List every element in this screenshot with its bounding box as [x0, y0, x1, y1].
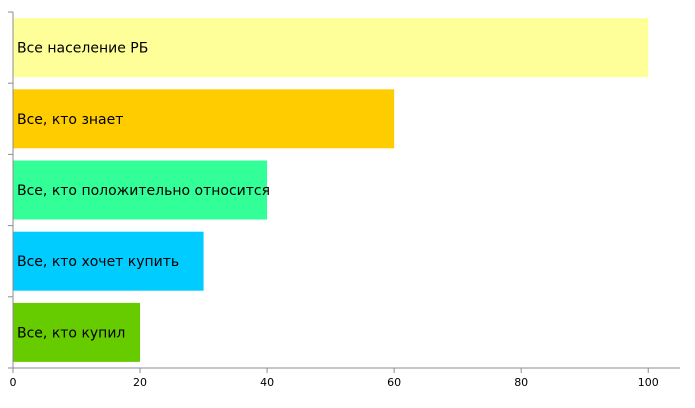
x-tick-label-80: 80 [514, 376, 528, 389]
axes-layer [8, 11, 680, 373]
bar-3 [13, 160, 268, 220]
x-tick-label-40: 40 [260, 376, 274, 389]
bar-label-2: Все, кто знает [17, 112, 123, 128]
bar-5 [13, 302, 141, 362]
x-tick-label-100: 100 [638, 376, 659, 389]
bar-label-4: Все, кто хочет купить [17, 254, 179, 270]
x-tick-label-60: 60 [387, 376, 401, 389]
labels-layer: Все население РБ Все, кто знает Все, кто п… [10, 41, 659, 389]
bar-label-3: Все, кто положительно относится [17, 183, 270, 199]
x-tick-label-20: 20 [133, 376, 147, 389]
bar-1 [13, 18, 649, 78]
bar-4 [13, 231, 204, 291]
bars-layer [13, 18, 649, 362]
x-tick-label-0: 0 [10, 376, 17, 389]
bar-2 [13, 89, 395, 149]
bar-label-5: Все, кто купил [17, 325, 125, 341]
bar-label-1: Все население РБ [17, 41, 148, 57]
